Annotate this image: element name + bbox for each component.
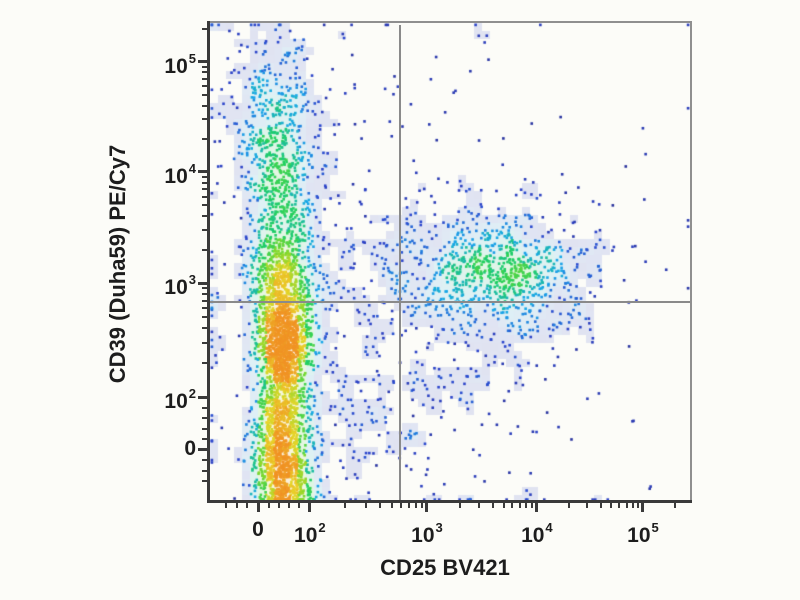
x-minor-tick (618, 503, 621, 508)
quadrant-vertical-gate-line (399, 25, 402, 500)
y-minor-tick (202, 137, 207, 140)
x-minor-tick (637, 503, 640, 508)
x-minor-tick (420, 503, 423, 508)
y-minor-tick (202, 77, 207, 80)
x-minor-tick (298, 503, 301, 508)
x-minor-tick (277, 503, 280, 508)
y-tick-label: 102 (164, 386, 196, 414)
y-minor-tick (202, 406, 207, 409)
y-major-tick (198, 395, 207, 399)
x-major-tick (425, 503, 429, 512)
y-minor-tick (202, 459, 207, 462)
y-minor-tick (202, 65, 207, 68)
x-minor-tick (459, 503, 462, 508)
x-tick-label: 103 (411, 520, 443, 547)
y-minor-tick (202, 104, 207, 107)
y-minor-tick (202, 181, 207, 184)
x-tick-label: 102 (294, 520, 326, 547)
x-minor-tick (610, 503, 613, 508)
y-minor-tick (202, 188, 207, 191)
plot-frame-top (207, 21, 692, 23)
y-axis-line (207, 21, 210, 503)
x-minor-tick (414, 503, 417, 508)
x-minor-tick (288, 503, 291, 508)
x-minor-tick (525, 503, 528, 508)
quadrant-horizontal-gate-line (210, 301, 690, 304)
x-major-tick (308, 503, 312, 512)
y-minor-tick (202, 85, 207, 88)
x-minor-tick (379, 503, 382, 508)
y-tick-label: 0 (184, 436, 196, 460)
y-minor-tick (202, 195, 207, 198)
x-major-tick (641, 503, 645, 512)
x-axis-line (207, 500, 692, 503)
x-minor-tick (502, 503, 505, 508)
y-major-tick (198, 170, 207, 174)
y-minor-tick (202, 93, 207, 96)
y-major-tick (198, 448, 207, 452)
y-minor-tick (202, 229, 207, 232)
x-minor-tick (390, 503, 393, 508)
y-major-tick (198, 281, 207, 285)
x-minor-tick (407, 503, 410, 508)
x-minor-tick (364, 503, 367, 508)
x-tick-label: 0 (252, 518, 264, 541)
x-minor-tick (530, 503, 533, 508)
scatter-density-canvas (210, 23, 690, 502)
y-minor-tick (202, 299, 207, 302)
x-minor-tick (511, 503, 514, 508)
y-minor-tick (202, 204, 207, 207)
y-minor-tick (202, 176, 207, 179)
y-minor-tick (202, 307, 207, 310)
x-minor-tick (235, 503, 238, 508)
y-minor-tick (202, 361, 207, 364)
y-minor-tick (202, 71, 207, 74)
x-minor-tick (344, 503, 347, 508)
x-tick-label: 104 (521, 520, 553, 547)
y-minor-tick (202, 293, 207, 296)
y-minor-tick (202, 469, 207, 472)
x-major-tick (535, 503, 539, 512)
x-minor-tick (673, 503, 676, 508)
plot-area (210, 23, 690, 502)
x-minor-tick (478, 503, 481, 508)
x-minor-tick (625, 503, 628, 508)
x-minor-tick (492, 503, 495, 508)
y-minor-tick (202, 287, 207, 290)
y-tick-label: 104 (164, 161, 196, 188)
y-minor-tick (202, 480, 207, 483)
x-minor-tick (399, 503, 402, 508)
y-tick-label: 105 (164, 50, 196, 78)
y-minor-tick (202, 438, 207, 441)
x-tick-label: 105 (627, 520, 659, 547)
y-tick-label: 103 (164, 272, 196, 300)
y-minor-tick (202, 248, 207, 251)
x-minor-tick (631, 503, 634, 508)
y-major-tick (198, 60, 207, 64)
y-minor-tick (202, 417, 207, 420)
y-minor-tick (202, 427, 207, 430)
x-minor-tick (246, 503, 249, 508)
y-minor-tick (202, 27, 207, 30)
x-minor-tick (599, 503, 602, 508)
x-minor-tick (567, 503, 570, 508)
plot-frame-right (690, 21, 692, 503)
x-minor-tick (586, 503, 589, 508)
y-minor-tick (202, 341, 207, 344)
x-major-tick (256, 503, 260, 512)
x-axis-title: CD25 BV421 (380, 555, 510, 580)
y-minor-tick (202, 316, 207, 319)
y-minor-tick (202, 327, 207, 330)
x-minor-tick (518, 503, 521, 508)
y-minor-tick (202, 215, 207, 218)
y-minor-tick (202, 118, 207, 121)
x-minor-tick (267, 503, 270, 508)
x-minor-tick (225, 503, 228, 508)
